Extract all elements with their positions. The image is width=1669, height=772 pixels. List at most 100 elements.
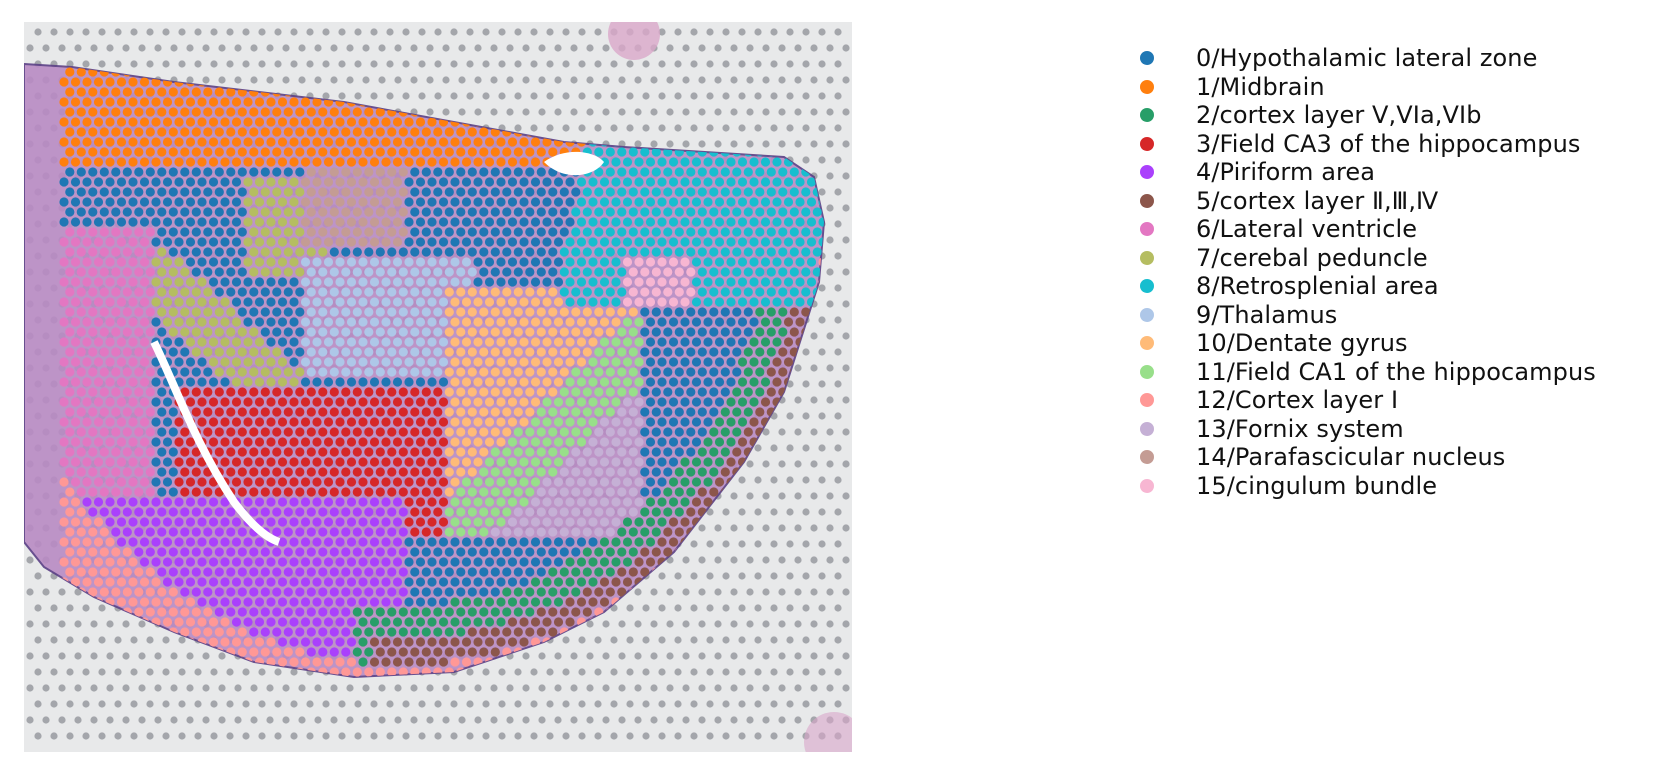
spot-point <box>760 397 771 407</box>
spot-point <box>433 227 443 237</box>
fiducial-dot <box>706 636 714 644</box>
fiducial-dot <box>130 636 138 644</box>
spot-point <box>594 287 604 297</box>
spot-point <box>542 297 552 307</box>
spot-point <box>691 217 702 227</box>
spot-point <box>168 347 178 357</box>
spot-point <box>70 97 81 107</box>
fiducial-dot <box>330 684 338 692</box>
spot-point <box>174 437 184 447</box>
fiducial-dot <box>714 716 722 724</box>
spot-point <box>93 177 104 187</box>
fiducial-dot <box>802 604 810 612</box>
spot-point <box>249 187 259 197</box>
spot-point <box>634 417 644 427</box>
spot-point <box>260 447 270 457</box>
spot-point <box>703 157 713 167</box>
spot-point <box>795 177 805 187</box>
spot-point <box>122 407 132 417</box>
spot-point <box>795 217 805 227</box>
spot-point <box>128 117 138 127</box>
spot-point <box>801 247 811 257</box>
spot-point <box>571 387 581 397</box>
spot-point <box>105 397 115 407</box>
spot-point <box>674 427 684 437</box>
fiducial-dot <box>338 28 346 36</box>
spot-point <box>82 117 92 127</box>
spot-point <box>111 127 121 137</box>
spot-point <box>513 147 523 157</box>
fiducial-dot <box>106 620 114 628</box>
spot-point <box>352 447 362 457</box>
spot-point <box>657 197 667 207</box>
spot-point <box>243 237 253 247</box>
spot-point <box>59 337 69 347</box>
spot-point <box>663 227 673 237</box>
spot-point <box>467 287 477 297</box>
spot-point <box>668 157 679 167</box>
fiducial-dot <box>466 700 474 708</box>
spot-point <box>726 217 736 227</box>
spot-point <box>174 217 184 227</box>
spot-point <box>220 197 230 207</box>
fiducial-dot <box>714 76 722 84</box>
fiducial-dot <box>514 700 522 708</box>
spot-point <box>283 327 293 337</box>
fiducial-dot <box>786 444 794 452</box>
spot-point <box>59 77 69 87</box>
spot-point <box>415 117 426 127</box>
spot-point <box>755 267 765 277</box>
spot-point <box>404 277 414 287</box>
fiducial-dot <box>562 60 570 68</box>
fiducial-dot <box>418 732 426 740</box>
spot-point <box>266 197 276 207</box>
spot-point <box>323 337 334 347</box>
fiducial-dot <box>74 588 82 596</box>
fiducial-dot <box>178 732 186 740</box>
spot-point <box>703 277 713 287</box>
spot-point <box>490 427 500 437</box>
spot-point <box>168 307 178 317</box>
spot-point <box>668 257 679 267</box>
spot-point <box>605 147 615 157</box>
spot-point <box>266 297 276 307</box>
spot-point <box>553 317 564 327</box>
spot-point <box>490 227 500 237</box>
spot-point <box>88 167 98 177</box>
spot-point <box>415 417 426 427</box>
spot-point <box>70 137 81 147</box>
spot-point <box>559 367 569 377</box>
spot-point <box>755 167 765 177</box>
fiducial-dot <box>538 44 546 52</box>
fiducial-dot <box>338 60 346 68</box>
spot-point <box>645 277 656 287</box>
spot-point <box>490 387 500 397</box>
fiducial-dot <box>746 76 754 84</box>
spot-point <box>128 377 138 387</box>
spot-point <box>553 397 564 407</box>
spot-point <box>381 277 391 287</box>
spot-point <box>151 457 161 467</box>
spot-point <box>542 357 552 367</box>
fiducial-dot <box>106 44 114 52</box>
spot-point <box>668 377 679 387</box>
spot-point <box>507 297 518 307</box>
spot-point <box>743 287 753 297</box>
spot-point <box>59 237 69 247</box>
spot-point <box>617 427 627 437</box>
spot-point <box>703 337 713 347</box>
fiducial-dot <box>826 172 834 180</box>
spot-point <box>473 217 483 227</box>
fiducial-dot <box>98 604 106 612</box>
fiducial-dot <box>226 28 234 36</box>
fiducial-dot <box>546 92 554 100</box>
spot-point <box>749 317 759 327</box>
spot-point <box>392 317 403 327</box>
spot-point <box>525 227 535 237</box>
spot-point <box>111 207 121 217</box>
spot-point <box>760 277 771 287</box>
spot-point <box>404 297 414 307</box>
spot-point <box>513 387 523 397</box>
spot-point <box>404 417 414 427</box>
spot-point <box>427 377 437 387</box>
